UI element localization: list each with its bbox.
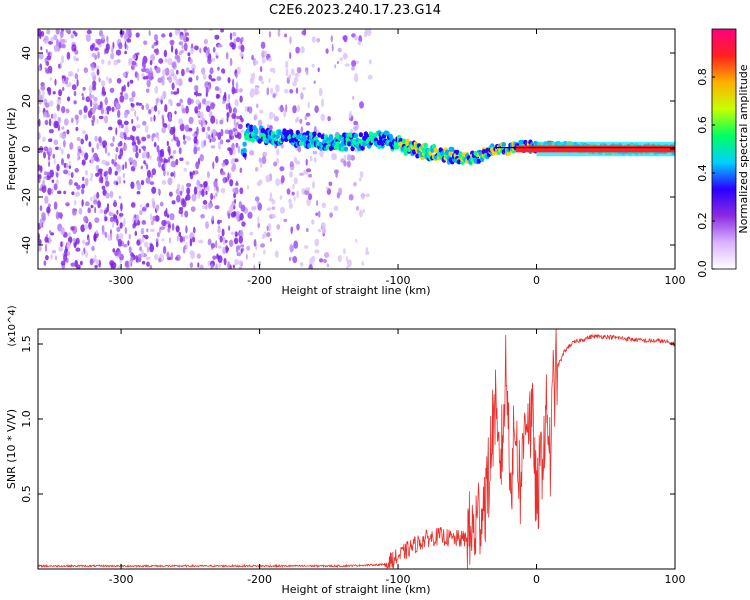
y-tick-label: 0.5 [20, 485, 33, 503]
x-axis-label: Height of straight line (km) [281, 284, 430, 297]
x-tick-label: 100 [665, 573, 686, 586]
x-tick-label: 0 [533, 573, 540, 586]
y-tick-label: -20 [20, 188, 33, 206]
colorbar-gradient [712, 29, 736, 269]
snr-frame [37, 328, 676, 570]
colorbar-label: Normalized spectral amplitude [737, 64, 750, 233]
y-tick-label: 20 [20, 94, 33, 108]
y-tick-label: 0 [20, 146, 33, 153]
colorbar-tick-label: 0.8 [696, 68, 709, 86]
colorbar-tick-label: 0.2 [696, 212, 709, 230]
colorbar-tick-label: 0.6 [696, 116, 709, 134]
y-tick-label: 1.0 [20, 410, 33, 428]
y-axis-label: SNR (10 * V/V) [5, 409, 18, 489]
x-tick-label: 0 [533, 274, 540, 287]
snr-series-line [38, 329, 675, 569]
colorbar-frame [711, 28, 737, 270]
y-tick-label: 40 [20, 46, 33, 60]
colorbar-tick-label: 0.0 [696, 260, 709, 278]
colorbar-tick-label: 0.4 [696, 164, 709, 182]
x-tick-label: -200 [247, 274, 272, 287]
x-tick-label: -100 [386, 274, 411, 287]
y-tick-label: -40 [20, 236, 33, 254]
spectrogram-noise [38, 29, 373, 269]
colorbar: 0.0 0.2 0.4 0.6 0.8 Normalized spectral ampli… [696, 28, 750, 278]
x-tick-label: -300 [109, 274, 134, 287]
y-axis-label: Frequency (Hz) [5, 108, 18, 191]
chart-title: C2E6.2023.240.17.23.G14 [269, 3, 441, 18]
x-tick-label: -200 [247, 573, 272, 586]
x-tick-label: -300 [109, 573, 134, 586]
x-tick-label: -100 [386, 573, 411, 586]
x-axis-label: Height of straight line (km) [281, 583, 430, 596]
y-multiplier-label: (x10^4) [7, 305, 18, 346]
y-tick-label: 1.5 [20, 335, 33, 353]
snr-panel: -300 -200 -100 0 100 0.5 1.0 1.5 Height of strai… [5, 305, 686, 596]
x-tick-label: 100 [665, 274, 686, 287]
spectrogram-ridge [240, 123, 675, 166]
carrier-core [515, 145, 675, 153]
